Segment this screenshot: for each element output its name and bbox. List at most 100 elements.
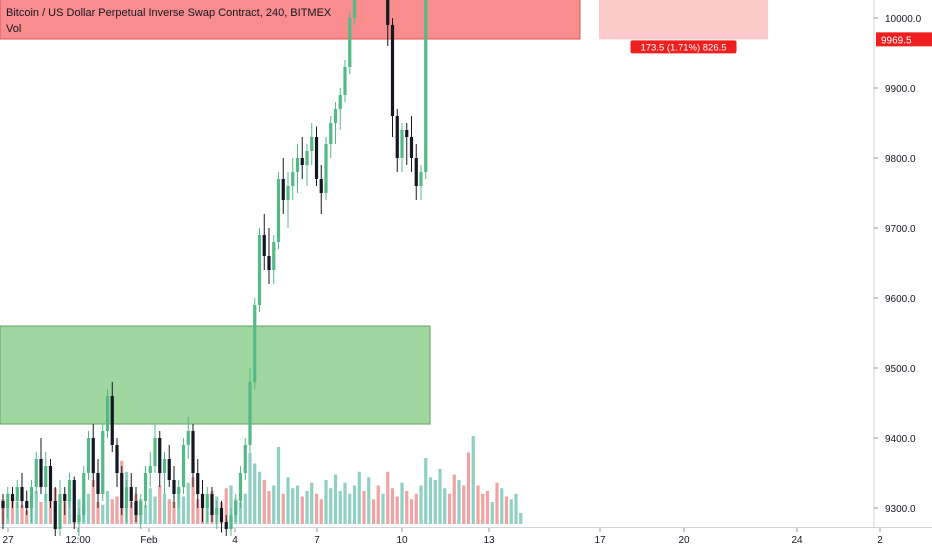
volume-bar <box>295 485 300 524</box>
candle <box>219 501 224 533</box>
time-tick-label: 10 <box>396 535 408 546</box>
candle <box>295 144 300 193</box>
stop-label-box <box>630 40 737 54</box>
candle <box>419 165 423 200</box>
candle-body <box>191 431 195 473</box>
volume-bar <box>352 485 357 524</box>
candle-body <box>424 0 428 172</box>
candle <box>238 466 243 508</box>
candle <box>267 228 271 284</box>
candle <box>172 466 176 508</box>
candle <box>400 123 404 172</box>
price-tick-label: 10000.0 <box>885 14 922 25</box>
candle-body <box>162 459 167 473</box>
volume-bar <box>438 469 442 524</box>
volume-bar <box>338 491 342 524</box>
candle <box>272 235 276 284</box>
candle <box>34 452 38 494</box>
candle-body <box>310 137 314 151</box>
candle <box>352 0 357 25</box>
candle-body <box>1 501 5 508</box>
volume-bar <box>376 485 380 524</box>
volume-bar <box>20 504 24 524</box>
candle-body <box>333 109 338 123</box>
candle-body <box>219 508 224 522</box>
candle <box>291 158 295 200</box>
candle <box>96 459 100 508</box>
candle <box>162 452 167 494</box>
volume-bar <box>509 499 513 524</box>
candle-body <box>205 494 209 508</box>
price-tick-label: 9800.0 <box>885 154 916 165</box>
loss-zone[interactable] <box>599 0 768 40</box>
candle <box>63 487 67 515</box>
candle <box>72 476 76 529</box>
candle-body <box>96 473 100 494</box>
candle-body <box>229 515 233 529</box>
candle-body <box>281 179 285 200</box>
volume-bar <box>162 493 167 524</box>
volume-bar <box>424 458 428 524</box>
volume-bar <box>343 482 347 524</box>
volume-bar <box>257 471 262 524</box>
candle <box>281 158 285 214</box>
candle <box>253 298 257 389</box>
volume-bar <box>471 436 475 524</box>
candle-body <box>153 438 157 466</box>
candle <box>348 11 352 74</box>
volume-bar <box>495 482 499 524</box>
stop-price-badge: 9969.5 <box>881 35 912 46</box>
candle <box>29 480 34 522</box>
candle <box>82 466 86 522</box>
candle-body <box>234 501 238 515</box>
candle <box>319 165 323 214</box>
candle <box>115 438 119 487</box>
candle-body <box>58 494 62 529</box>
volume-bar <box>400 482 404 524</box>
candle-body <box>148 466 152 473</box>
candle <box>110 382 114 452</box>
candle-body <box>53 501 57 529</box>
candle <box>333 102 338 144</box>
candle-body <box>10 494 15 501</box>
volume-bar <box>485 491 490 524</box>
candle-body <box>352 0 357 18</box>
volume-indicator-label: Vol <box>6 23 22 35</box>
candle <box>200 480 205 522</box>
candle-body <box>44 466 48 487</box>
volume-bar <box>443 488 447 524</box>
candle <box>101 424 105 501</box>
candle-body <box>390 25 395 116</box>
volume-bar <box>405 491 409 524</box>
candle <box>148 452 152 487</box>
volume-bar <box>110 499 114 524</box>
candle-body <box>101 431 105 494</box>
candle-body <box>129 487 133 501</box>
volume-bar <box>386 471 390 524</box>
candle-body <box>319 179 323 193</box>
volume-bar <box>447 493 452 524</box>
candle-body <box>224 522 228 529</box>
candle <box>53 487 57 536</box>
candle <box>229 508 233 536</box>
candle-body <box>67 480 72 501</box>
chart-title: Bitcoin / US Dollar Perpetual Inverse Sw… <box>6 7 332 19</box>
candle-body <box>91 438 95 473</box>
volume-bar <box>86 493 91 524</box>
volume-bar <box>357 471 361 524</box>
candle <box>329 116 333 158</box>
volume-bar <box>48 499 53 524</box>
candle <box>186 417 190 459</box>
volume-bar <box>419 485 423 524</box>
candle-body <box>200 494 205 508</box>
time-tick-label: Feb <box>140 535 158 546</box>
volume-bar <box>476 485 480 524</box>
candle <box>414 144 418 200</box>
candle-body <box>248 382 252 445</box>
candle <box>276 172 281 249</box>
candle-body <box>291 172 295 186</box>
candle-body <box>77 515 81 522</box>
